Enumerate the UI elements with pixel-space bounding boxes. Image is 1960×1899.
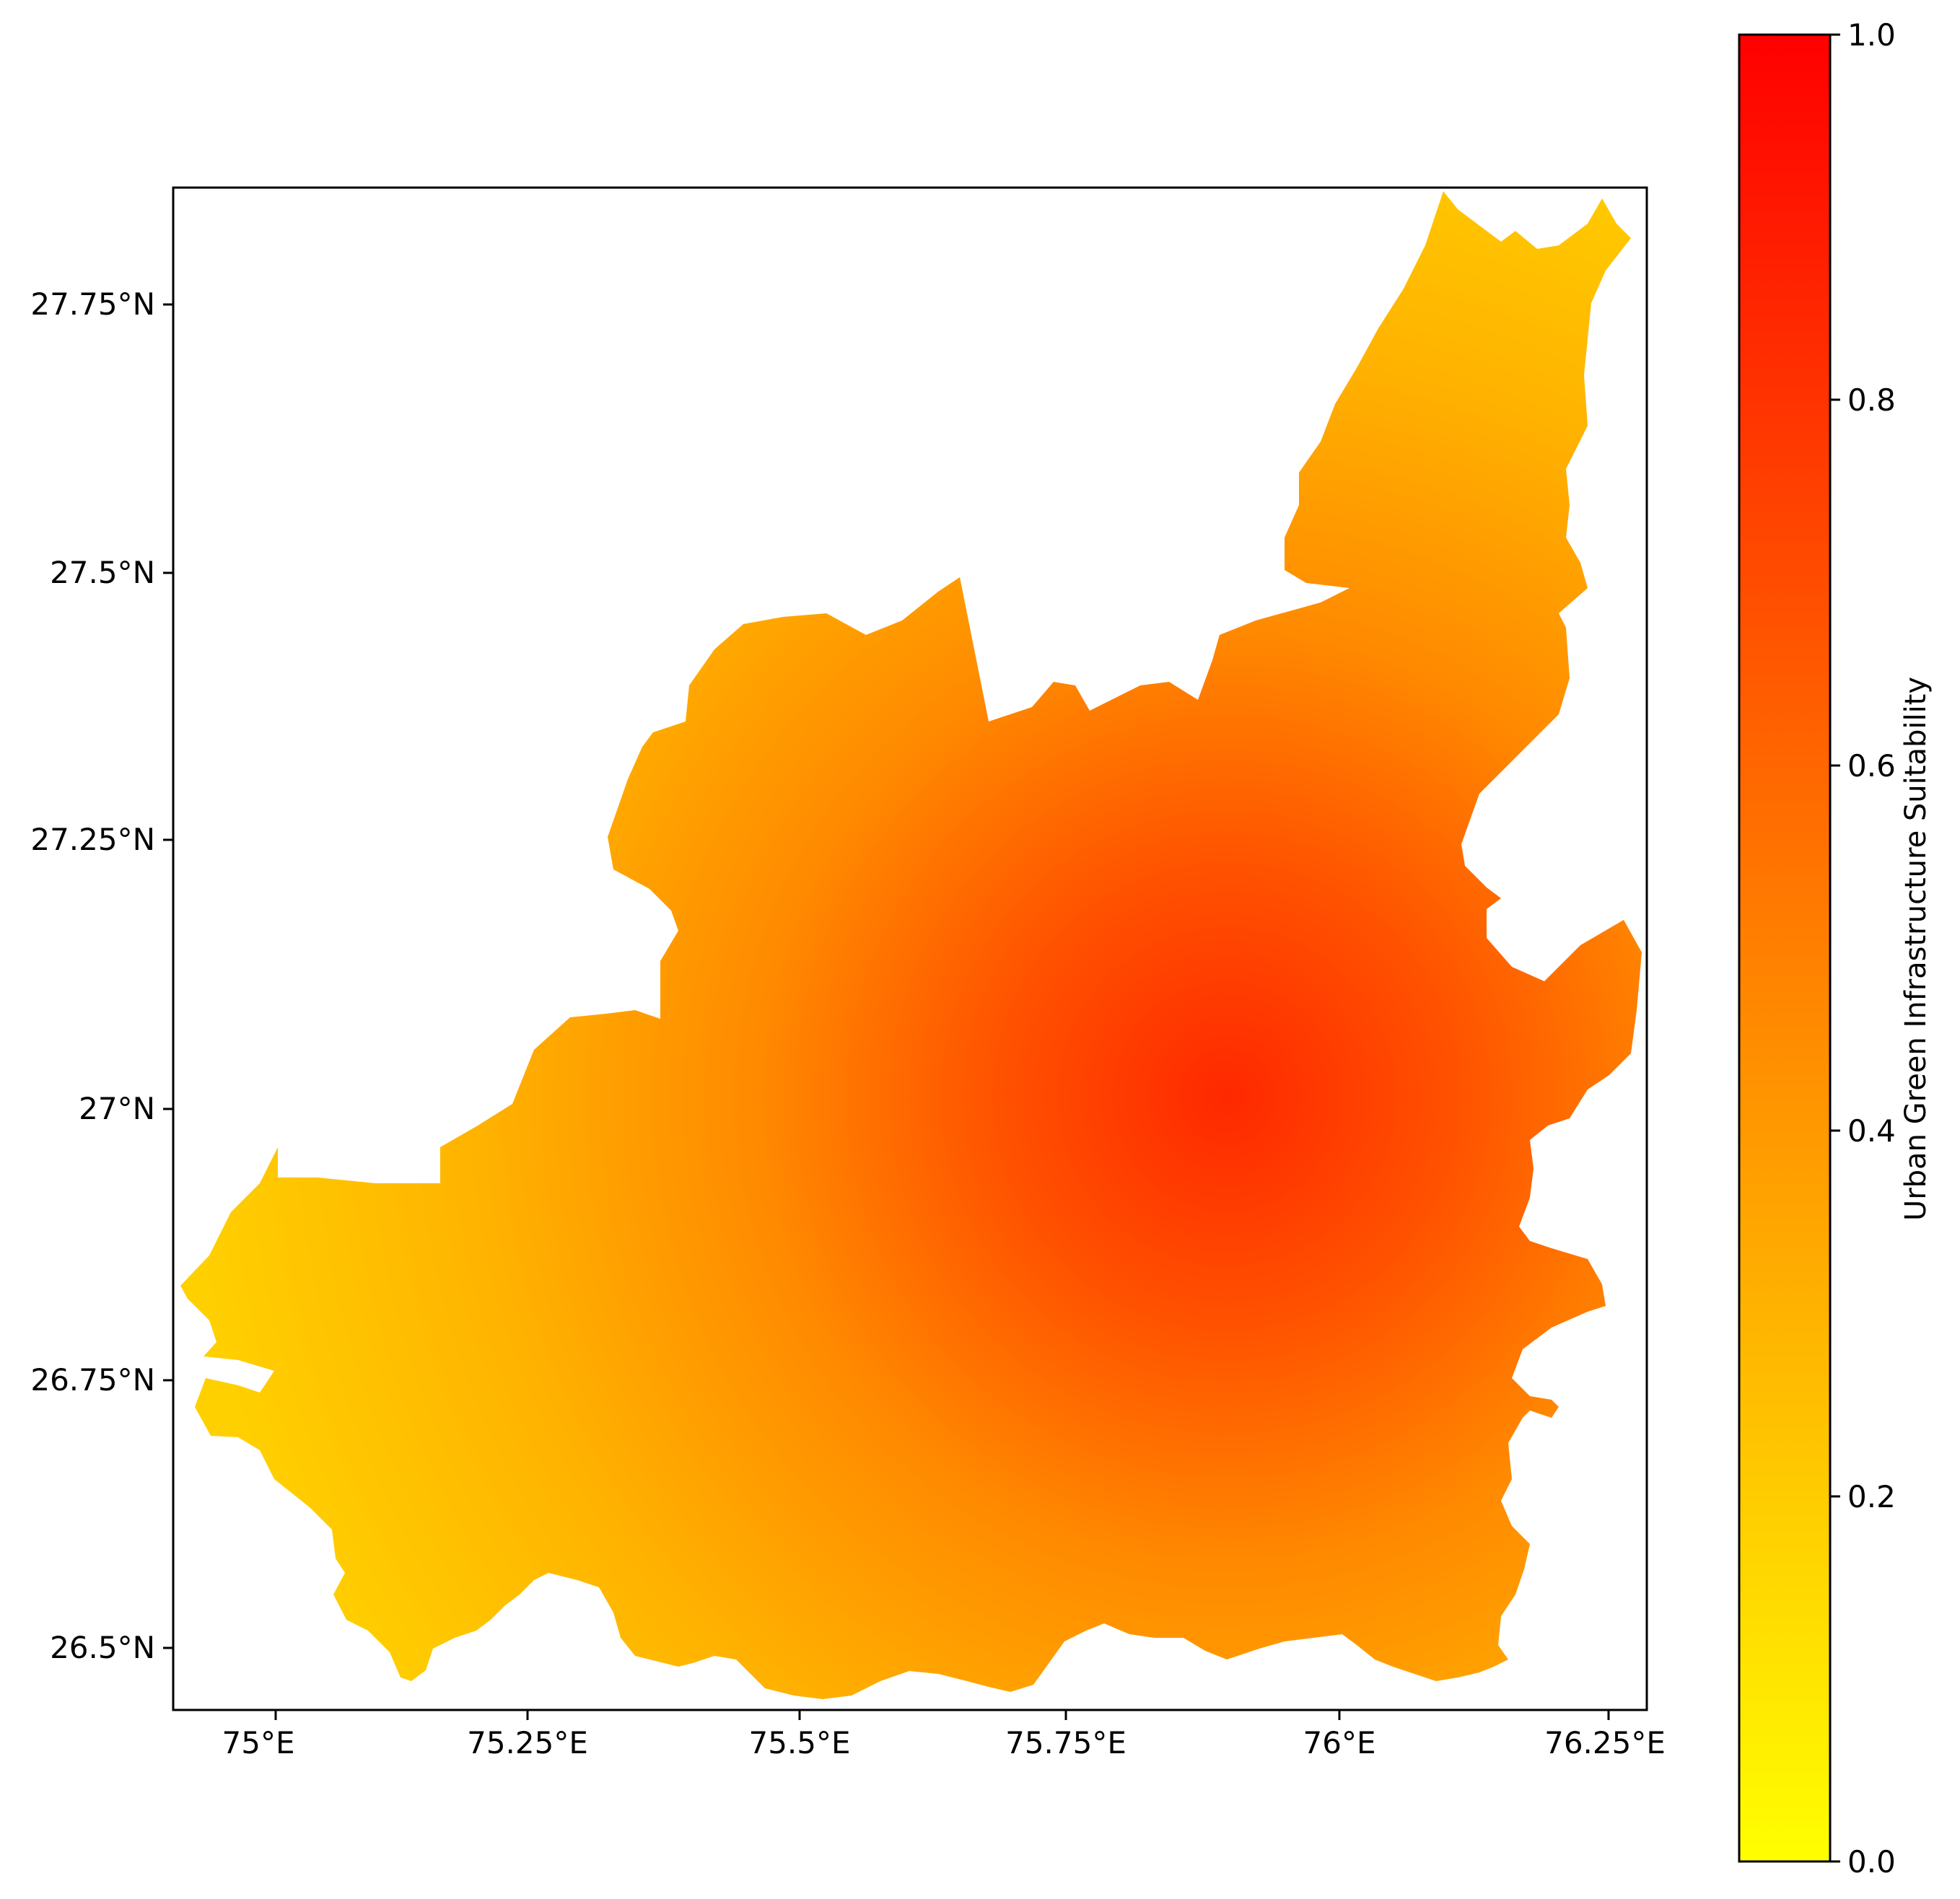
x-tick-label: 76°E — [1303, 1725, 1376, 1760]
x-tick-label: 75.25°E — [467, 1725, 588, 1760]
y-axis: 27.75°N 27.5°N 27.25°N 27°N 26.75°N 26.5… — [30, 286, 173, 1665]
map-axes-frame — [172, 186, 1648, 1711]
y-tick-label: 27.5°N — [50, 555, 155, 590]
colorbar: 0.0 0.2 0.4 0.6 0.8 1.0 Urban Green Infr… — [1738, 17, 1933, 1880]
suitability-raster — [180, 191, 1642, 1699]
colorbar-gradient — [1738, 33, 1832, 1863]
colorbar-tick-label: 0.0 — [1847, 1844, 1896, 1880]
region-shape — [180, 191, 1642, 1699]
x-tick-label: 75°E — [222, 1725, 295, 1760]
x-axis: 75°E 75.25°E 75.5°E 75.75°E 76°E 76.25°E — [222, 1710, 1666, 1760]
x-tick-label: 75.75°E — [1005, 1725, 1126, 1760]
x-tick-label: 76.25°E — [1544, 1725, 1666, 1760]
y-tick-label: 27.75°N — [30, 286, 155, 322]
y-tick-label: 26.5°N — [50, 1630, 155, 1665]
colorbar-tick-label: 1.0 — [1847, 17, 1896, 53]
colorbar-tick-label: 0.2 — [1847, 1479, 1896, 1514]
y-tick-label: 27°N — [79, 1091, 155, 1126]
colorbar-tick-label: 0.6 — [1847, 748, 1896, 784]
x-tick-label: 75.5°E — [748, 1725, 850, 1760]
y-tick-label: 27.25°N — [30, 822, 155, 857]
colorbar-tick-label: 0.4 — [1847, 1113, 1896, 1149]
colorbar-title: Urban Green Infrastructure Suitability — [1899, 677, 1933, 1221]
y-tick-label: 26.75°N — [30, 1362, 155, 1398]
colorbar-tick-label: 0.8 — [1847, 382, 1896, 418]
